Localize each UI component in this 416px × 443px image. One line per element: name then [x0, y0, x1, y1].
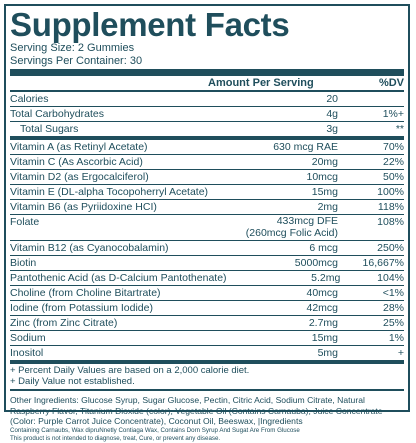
- table-row: Choline (from Choline Bitartrate) 40mcg …: [10, 286, 404, 301]
- table-row: Folate 433mcg DFE (260mcg Folic Acid) 10…: [10, 215, 404, 241]
- nutrient-dv: 1%+: [382, 108, 404, 120]
- nutrient-name: Choline (from Choline Bitartrate): [10, 287, 161, 299]
- nutrient-amount: 42mcg: [306, 302, 338, 314]
- nutrient-name: Vitamin A (as Retinyl Acetate): [10, 141, 148, 153]
- nutrient-dv: <1%: [382, 287, 404, 299]
- other-ingredients: Other Ingredients: Glucose Syrup, Sugar …: [10, 395, 383, 427]
- divider-thick: [10, 69, 404, 76]
- nutrient-dv: 250%: [377, 242, 404, 254]
- table-row: Total Sugars 3g **: [10, 122, 404, 140]
- nutrient-amount: 15mg: [311, 332, 338, 344]
- nutrient-amount: 4g: [326, 108, 338, 120]
- dv-header: %DV: [378, 77, 404, 89]
- nutrient-dv: 22%: [382, 156, 404, 168]
- table-row: Zinc (from Zinc Citrate) 2.7mg 25%: [10, 316, 404, 331]
- footnote-dv-not-established: + Daily Value not established.: [10, 376, 135, 387]
- nutrient-dv: 108%: [377, 216, 404, 228]
- nutrient-amount: 5000mcg: [294, 257, 338, 269]
- nutrient-amount: 433mcg DFE (260mcg Folic Acid): [220, 215, 338, 239]
- nutrient-dv: 25%: [382, 317, 404, 329]
- table-row: Inositol 5mg +: [10, 346, 404, 364]
- nutrient-name: Pantothenic Acid (as D-Calcium Pantothen…: [10, 272, 227, 284]
- nutrient-dv: 1%: [388, 332, 404, 344]
- nutrient-name: Sodium: [10, 332, 46, 344]
- panel-title: Supplement Facts: [10, 6, 290, 43]
- nutrient-amount: 15mg: [311, 186, 338, 198]
- nutrient-name: Vitamin B6 (as Pyriidoxine HCI): [10, 201, 157, 213]
- nutrient-dv: 118%: [377, 201, 404, 213]
- table-row: Biotin 5000mcg 16,667%: [10, 256, 404, 271]
- folate-dfe: 433mcg DFE: [276, 215, 338, 227]
- nutrient-name: Calories: [10, 93, 49, 105]
- servings-per-container: Servings Per Container: 30: [10, 54, 143, 67]
- nutrient-amount: 20mg: [311, 156, 338, 168]
- table-row: Iodine (from Potassium Iodide) 42mcg 28%: [10, 301, 404, 316]
- amount-header: Amount Per Serving: [208, 77, 314, 89]
- nutrient-name: Inositol: [10, 347, 44, 359]
- nutrient-dv: 100%: [377, 186, 404, 198]
- nutrient-dv: 16,667%: [362, 257, 404, 269]
- nutrient-name: Iodine (from Potassium Iodide): [10, 302, 153, 314]
- nutrient-amount: 10mcg: [306, 171, 338, 183]
- folate-folic-acid: (260mcg Folic Acid): [245, 226, 338, 239]
- table-row: Calories 20: [10, 92, 404, 107]
- table-row: Vitamin B6 (as Pyriidoxine HCI) 2mg 118%: [10, 200, 404, 215]
- table-row: Total Carbohydrates 4g 1%+: [10, 107, 404, 122]
- footnote-dv-basis: + Percent Daily Values are based on a 2,…: [10, 365, 250, 376]
- nutrient-name: Vitamin C (As Ascorbic Acid): [10, 156, 143, 168]
- nutrient-name: Vitamin B12 (as Cyanocobalamin): [10, 242, 169, 254]
- table-row: Pantothenic Acid (as D-Calcium Pantothen…: [10, 271, 404, 286]
- nutrient-amount: 5mg: [317, 347, 338, 359]
- column-header: Amount Per Serving %DV: [10, 76, 404, 92]
- serving-size: Serving Size: 2 Gummies: [10, 42, 135, 54]
- nutrient-amount: 20: [326, 93, 338, 105]
- footnotes: + Percent Daily Values are based on a 2,…: [10, 364, 404, 387]
- nutrient-amount: 6 mcg: [309, 242, 338, 254]
- divider: [10, 389, 404, 391]
- nutrient-name: Zinc (from Zinc Citrate): [10, 317, 118, 329]
- nutrient-amount: 5.2mg: [311, 272, 341, 284]
- nutrient-name: Total Carbohydrates: [10, 108, 104, 120]
- fine-print-carnauba: Containing Carnaubs, Wax dipruNnetly Con…: [10, 426, 300, 434]
- nutrient-name: Vitamin E (DL-alpha Tocopoherryl Acetate…: [10, 186, 209, 198]
- nutrient-amount: 3g: [326, 123, 338, 135]
- nutrient-dv: 104%: [377, 272, 404, 284]
- nutrient-dv: 28%: [382, 302, 404, 314]
- nutrient-name: Vitamin D2 (as Ergocalciferol): [10, 171, 149, 183]
- nutrient-dv: +: [397, 347, 404, 359]
- nutrient-dv: **: [395, 123, 404, 135]
- nutrient-dv: 50%: [382, 171, 404, 183]
- table-row: Vitamin E (DL-alpha Tocopoherryl Acetate…: [10, 185, 404, 200]
- nutrient-name: Folate: [10, 216, 40, 228]
- nutrient-amount: 2.7mg: [308, 317, 338, 329]
- table-row: Vitamin A (as Retinyl Acetate) 630 mcg R…: [10, 140, 404, 155]
- fine-print-disclaimer: This product is not intended to diagnose…: [10, 434, 221, 442]
- nutrient-dv: 70%: [382, 141, 404, 153]
- nutrient-amount: 2mg: [317, 201, 338, 213]
- nutrient-amount: 40mcg: [306, 287, 338, 299]
- table-row: Vitamin C (As Ascorbic Acid) 20mg 22%: [10, 155, 404, 170]
- supplement-facts-panel: Supplement Facts Serving Size: 2 Gummies…: [4, 4, 410, 442]
- nutrient-name: Total Sugars: [20, 123, 79, 135]
- table-row: Vitamin B12 (as Cyanocobalamin) 6 mcg 25…: [10, 241, 404, 256]
- nutrient-name: Biotin: [10, 257, 37, 269]
- table-row: Vitamin D2 (as Ergocalciferol) 10mcg 50%: [10, 170, 404, 185]
- table-row: Sodium 15mg 1%: [10, 331, 404, 346]
- nutrient-amount: 630 mcg RAE: [273, 141, 338, 153]
